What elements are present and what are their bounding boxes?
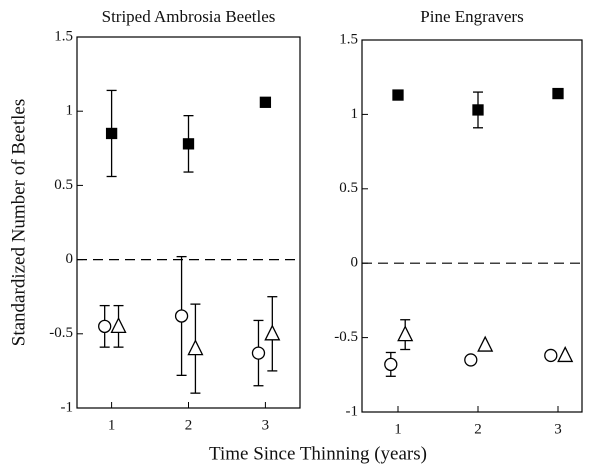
- triangle-marker: [397, 325, 414, 342]
- y-axis-label: Standardized Number of Beetles: [8, 99, 29, 346]
- y-tick-label: -1: [346, 403, 359, 419]
- square-marker: [472, 104, 484, 116]
- x-tick-label: 3: [554, 421, 562, 437]
- y-tick-label: 1.5: [339, 31, 358, 47]
- triangle-marker: [264, 324, 281, 341]
- circle-marker: [174, 309, 189, 323]
- plot-frame: [76, 36, 301, 409]
- x-tick-label: 1: [394, 421, 402, 437]
- y-tick-label: 0: [66, 251, 74, 267]
- square-marker: [392, 89, 404, 101]
- x-tick-label: 2: [185, 417, 193, 433]
- y-tick-label: 1.5: [54, 28, 73, 44]
- circle-marker: [251, 346, 266, 360]
- x-tick-label: 2: [474, 421, 482, 437]
- circle-marker: [464, 353, 478, 367]
- square-marker: [552, 87, 564, 100]
- square-marker: [182, 138, 195, 150]
- y-tick-label: -1: [61, 399, 74, 415]
- square-marker: [105, 127, 118, 140]
- triangle-marker: [187, 339, 204, 356]
- x-tick-label: 3: [262, 417, 270, 433]
- y-tick-label: 1: [351, 106, 359, 122]
- triangle-marker: [477, 335, 494, 352]
- y-tick-label: -0.5: [49, 325, 73, 341]
- square-marker: [259, 96, 272, 108]
- circle-marker: [544, 348, 558, 363]
- y-tick-label: 1: [66, 103, 74, 119]
- triangle-marker: [110, 316, 127, 334]
- triangle-marker: [557, 346, 574, 363]
- circle-marker: [98, 319, 112, 334]
- x-axis-label: Time Since Thinning (years): [209, 443, 427, 464]
- panel-title: Striped Ambrosia Beetles: [102, 7, 276, 26]
- y-tick-label: 0: [351, 255, 359, 271]
- panel-title: Pine Engravers: [420, 7, 523, 26]
- y-tick-label: -0.5: [334, 329, 358, 345]
- y-tick-label: 0.5: [54, 177, 73, 193]
- plot-frame: [361, 39, 583, 413]
- y-tick-label: 0.5: [339, 180, 358, 196]
- circle-marker: [384, 357, 398, 372]
- x-tick-label: 1: [108, 417, 116, 433]
